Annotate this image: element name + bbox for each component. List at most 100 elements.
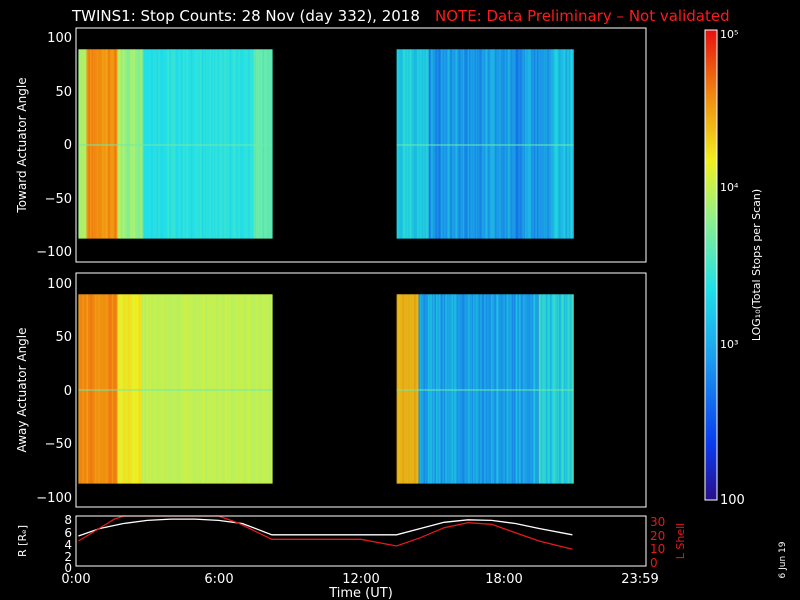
hm2-column xyxy=(247,294,249,484)
hm1-column xyxy=(544,49,546,239)
hm1-column xyxy=(97,49,99,239)
hm2-column xyxy=(424,294,426,484)
hm2-column xyxy=(406,294,408,484)
hm2-column xyxy=(198,294,200,484)
hm1-column xyxy=(138,49,140,239)
hm2-column xyxy=(481,294,483,484)
hm2-column xyxy=(514,294,516,484)
toward-heatmap xyxy=(78,49,574,239)
hm2-column xyxy=(177,294,179,484)
hm2-column xyxy=(511,294,513,484)
hm1-column xyxy=(414,49,416,239)
colorbar-label: LOG₁₀(Total Stops per Scan) xyxy=(750,189,763,341)
hm1-column xyxy=(153,49,155,239)
hm1-column xyxy=(102,49,104,239)
hm2-column xyxy=(534,294,536,484)
hm1-column xyxy=(512,49,514,239)
hm1-column xyxy=(567,49,569,239)
hm2-column xyxy=(539,294,541,484)
hm1-column xyxy=(481,49,483,239)
hm2-column xyxy=(439,294,441,484)
hm1-column xyxy=(235,49,237,239)
hm1-column xyxy=(549,49,551,239)
hm2-column xyxy=(396,294,398,484)
hm1-column xyxy=(197,49,199,239)
hm1-column xyxy=(510,49,512,239)
hm1-column xyxy=(181,49,183,239)
hm1-column xyxy=(92,49,94,239)
hm1-column xyxy=(413,49,415,239)
hm1-column xyxy=(537,49,539,239)
hm1-column xyxy=(470,49,472,239)
hm2-column xyxy=(430,294,432,484)
hm2-column xyxy=(86,294,88,484)
hm1-column xyxy=(208,49,210,239)
hm2-column xyxy=(490,294,492,484)
hm1-column xyxy=(431,49,433,239)
hm2-column xyxy=(252,294,254,484)
hm1-column xyxy=(196,49,198,239)
x-axis-label: Time (UT) xyxy=(328,586,393,600)
orbit-panel-frame xyxy=(75,515,647,567)
hm2-column xyxy=(508,294,510,484)
hm2-column xyxy=(460,294,462,484)
hm2-column xyxy=(563,294,565,484)
hm2-column xyxy=(157,294,159,484)
hm1-column xyxy=(546,49,548,239)
hm2-column xyxy=(122,294,124,484)
hm2-column xyxy=(466,294,468,484)
hm1-column xyxy=(429,49,431,239)
hm2-column xyxy=(500,294,502,484)
hm2-column xyxy=(498,294,500,484)
hm2-column xyxy=(135,294,137,484)
hm2-column xyxy=(227,294,229,484)
hm1-column xyxy=(149,49,151,239)
hm1-column xyxy=(135,49,137,239)
orbit-rtick-30: 30 xyxy=(650,515,665,529)
hm2-column xyxy=(159,294,161,484)
hm1-column xyxy=(437,49,439,239)
hm2-column xyxy=(245,294,247,484)
toward-ytick-50: 50 xyxy=(55,85,72,100)
hm1-column xyxy=(84,49,86,239)
hm1-column xyxy=(528,49,530,239)
hm2-column xyxy=(560,294,562,484)
hm2-column xyxy=(139,294,141,484)
colorbar-tick-mid: 10⁴ xyxy=(720,181,739,194)
hm1-column xyxy=(409,49,411,239)
hm1-column xyxy=(211,49,213,239)
hm2-column xyxy=(566,294,568,484)
hm2-column xyxy=(271,294,273,484)
hm1-column xyxy=(223,49,225,239)
hm1-column xyxy=(244,49,246,239)
hm1-column xyxy=(401,49,403,239)
hm1-column xyxy=(566,49,568,239)
hm2-column xyxy=(570,294,572,484)
hm2-column xyxy=(554,294,556,484)
hm1-column xyxy=(210,49,212,239)
hm2-column xyxy=(129,294,131,484)
hm2-column xyxy=(527,294,529,484)
hm2-column xyxy=(449,294,451,484)
hm1-column xyxy=(464,49,466,239)
hm2-column xyxy=(542,294,544,484)
hm2-column xyxy=(230,294,232,484)
hm1-column xyxy=(265,49,267,239)
hm2-column xyxy=(178,294,180,484)
hm1-column xyxy=(184,49,186,239)
hm1-column xyxy=(148,49,150,239)
hm1-column xyxy=(439,49,441,239)
hm2-column xyxy=(473,294,475,484)
hm1-column xyxy=(129,49,131,239)
hm2-column xyxy=(224,294,226,484)
hm1-column xyxy=(228,49,230,239)
hm1-column xyxy=(173,49,175,239)
hm1-column xyxy=(488,49,490,239)
hm1-column xyxy=(399,49,401,239)
hm2-column xyxy=(154,294,156,484)
hm1-column xyxy=(425,49,427,239)
hm1-column xyxy=(547,49,549,239)
hm1-column xyxy=(472,49,474,239)
hm1-column xyxy=(408,49,410,239)
hm2-column xyxy=(109,294,111,484)
